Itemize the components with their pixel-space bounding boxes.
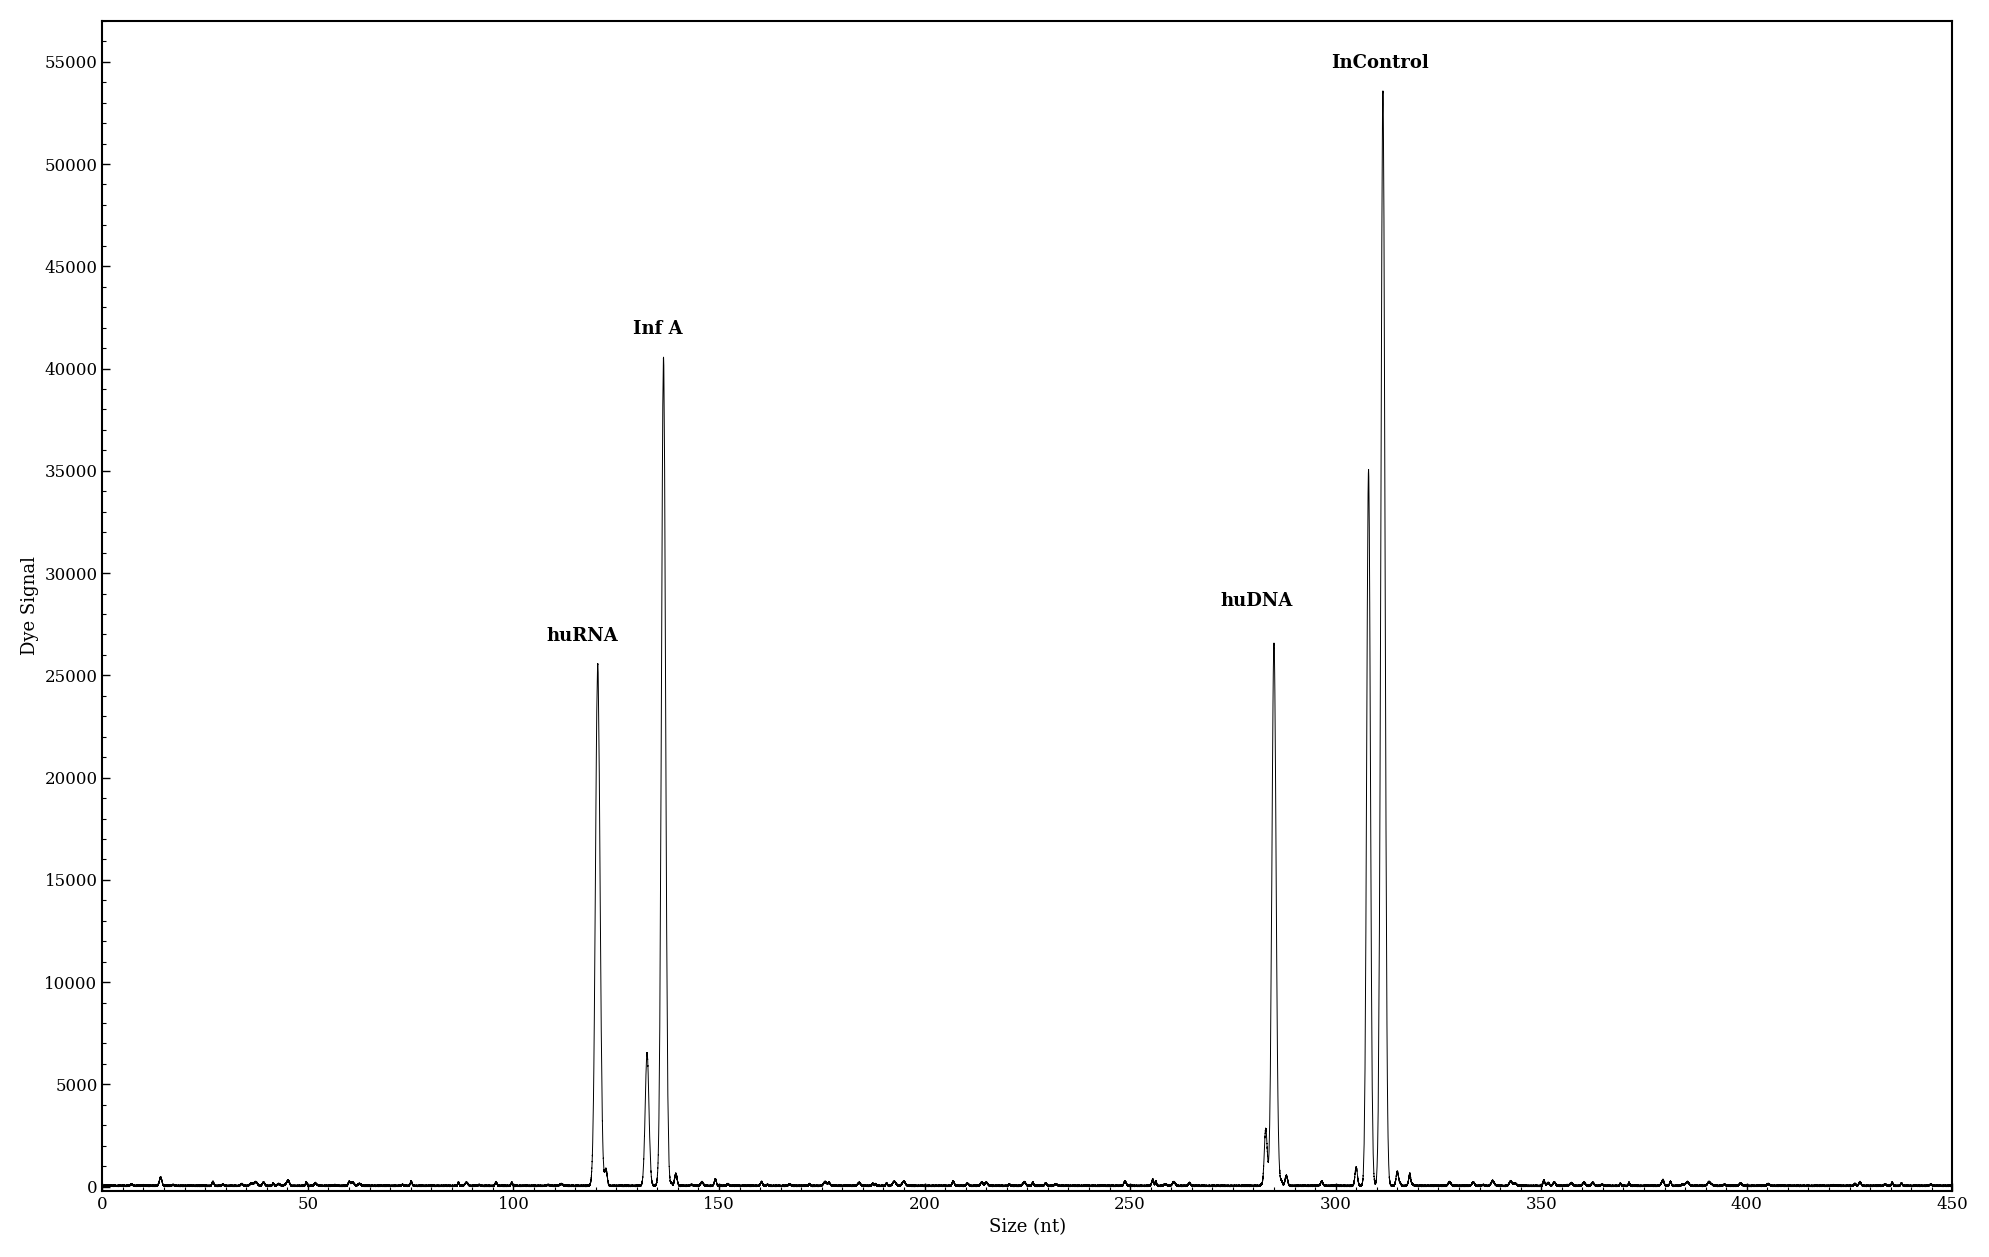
- X-axis label: Size (nt): Size (nt): [989, 1218, 1066, 1236]
- Text: Inf A: Inf A: [633, 319, 682, 338]
- Text: huDNA: huDNA: [1221, 592, 1293, 610]
- Text: huRNA: huRNA: [547, 627, 619, 645]
- Text: InControl: InControl: [1331, 54, 1430, 72]
- Y-axis label: Dye Signal: Dye Signal: [20, 557, 40, 655]
